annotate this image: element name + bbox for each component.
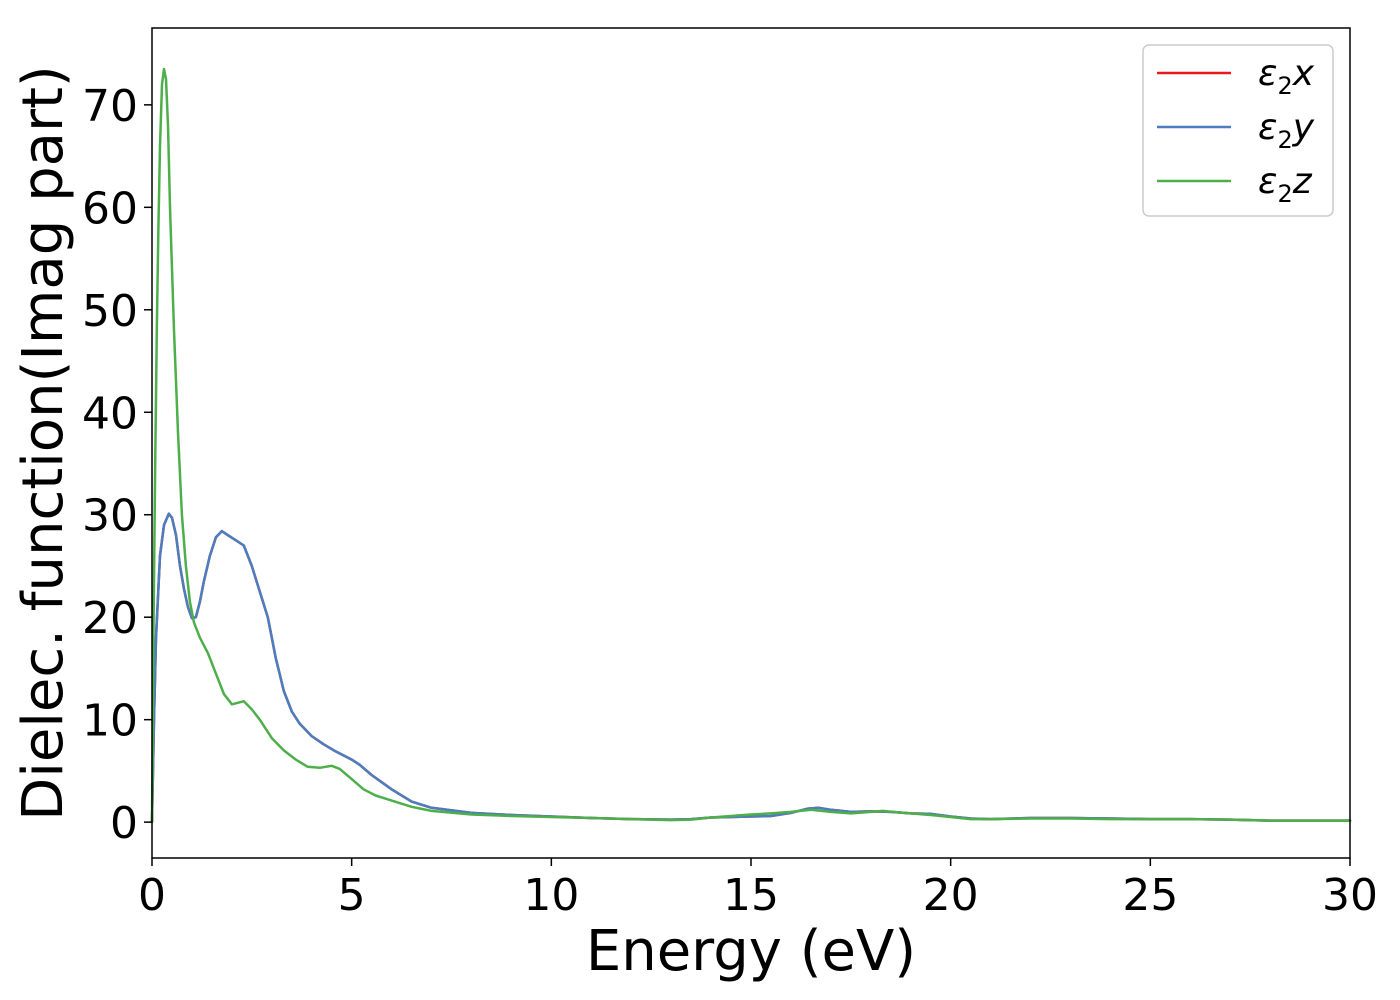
series-line-x: [150, 512, 1352, 824]
legend: ε2x ε2y ε2z: [1142, 44, 1334, 217]
y-tick-label: 20: [82, 593, 138, 644]
legend-label-z: ε2z: [1258, 161, 1313, 208]
y-tick-label: 0: [110, 798, 138, 849]
y-axis-ticks: 0 10 20 30 40 50 60 70: [82, 81, 152, 849]
y-tick-label: 30: [82, 491, 138, 542]
y-tick-label: 10: [82, 696, 138, 747]
x-axis-ticks: 0 5 10 15 20 25 30: [138, 858, 1378, 921]
series-line-z: [150, 67, 1352, 824]
x-axis-title: Energy (eV): [586, 919, 916, 984]
x-tick-label: 10: [523, 870, 579, 921]
x-tick-label: 5: [338, 870, 366, 921]
y-tick-label: 50: [82, 286, 138, 337]
y-tick-label: 40: [82, 388, 138, 439]
x-tick-label: 30: [1322, 870, 1378, 921]
x-tick-label: 15: [723, 870, 779, 921]
x-tick-label: 25: [1122, 870, 1178, 921]
y-tick-label: 70: [82, 81, 138, 132]
x-tick-label: 20: [923, 870, 979, 921]
legend-label-y: ε2y: [1258, 107, 1315, 154]
series-layer: [150, 67, 1352, 824]
x-tick-label: 0: [138, 870, 166, 921]
y-tick-label: 60: [82, 183, 138, 234]
legend-box: [1142, 44, 1334, 217]
y-axis-title: Dielec. function(Imag part): [11, 65, 76, 821]
legend-label-x: ε2x: [1258, 53, 1315, 100]
series-line-y: [150, 512, 1352, 824]
